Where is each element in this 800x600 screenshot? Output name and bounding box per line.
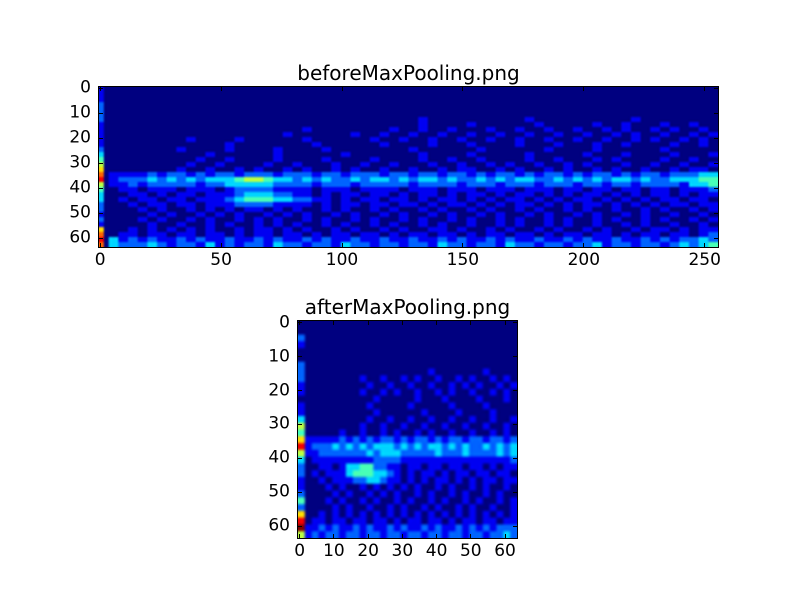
x-tick-label: 40 bbox=[425, 541, 448, 561]
y-tick-label: 20 bbox=[69, 127, 91, 148]
before-plot: beforeMaxPooling.png 0 50 100 150 200 250 0 10 2… bbox=[69, 62, 721, 269]
y-tick-label: 10 bbox=[69, 102, 91, 123]
y-tick-mark bbox=[513, 491, 517, 493]
y-tick-label: 60 bbox=[268, 515, 290, 536]
y-tick-mark bbox=[99, 137, 103, 139]
y-tick-mark bbox=[99, 212, 103, 214]
x-tick-mark bbox=[462, 87, 464, 91]
x-tick-mark bbox=[462, 243, 464, 247]
y-tick-mark bbox=[298, 390, 302, 391]
y-tick-mark bbox=[298, 356, 302, 358]
y-tick-label: 50 bbox=[69, 202, 91, 223]
x-tick-mark bbox=[367, 321, 369, 325]
x-tick-label: 200 bbox=[567, 250, 601, 270]
after-plot-title: afterMaxPooling.png bbox=[304, 295, 511, 319]
y-tick-mark bbox=[99, 237, 103, 239]
y-tick-mark bbox=[513, 322, 517, 324]
y-tick-mark bbox=[513, 525, 517, 527]
y-tick-mark bbox=[298, 491, 302, 493]
y-tick-mark bbox=[298, 525, 302, 527]
x-tick-mark bbox=[299, 534, 301, 538]
y-tick-label: 0 bbox=[80, 77, 91, 98]
x-tick-label: 0 bbox=[294, 541, 306, 561]
x-tick-mark bbox=[341, 87, 343, 91]
y-tick-mark bbox=[714, 187, 718, 189]
y-tick-label: 40 bbox=[268, 447, 290, 468]
x-tick-mark bbox=[367, 534, 369, 538]
x-tick-mark bbox=[333, 321, 335, 325]
x-tick-mark bbox=[341, 243, 343, 247]
heatmap-canvas-0 bbox=[99, 87, 718, 247]
x-tick-label: 150 bbox=[446, 250, 480, 270]
y-tick-mark bbox=[99, 162, 103, 164]
y-tick-label: 40 bbox=[69, 177, 91, 198]
x-tick-label: 20 bbox=[357, 541, 379, 561]
heatmap-canvas-1 bbox=[298, 321, 517, 538]
x-tick-mark bbox=[704, 87, 706, 91]
y-tick-mark bbox=[298, 457, 302, 459]
y-tick-mark bbox=[298, 322, 302, 324]
x-tick-mark bbox=[99, 87, 101, 91]
y-tick-label: 0 bbox=[279, 312, 290, 333]
after-plot: afterMaxPooling.png 0 10 20 30 40 50 60 0 10 20 30… bbox=[268, 296, 518, 560]
y-tick-label: 30 bbox=[268, 413, 290, 434]
x-tick-mark bbox=[583, 243, 585, 247]
y-tick-mark bbox=[513, 423, 517, 425]
x-tick-mark bbox=[401, 321, 403, 325]
x-tick-mark bbox=[583, 87, 585, 91]
x-tick-mark bbox=[99, 243, 101, 247]
y-tick-label: 60 bbox=[69, 227, 91, 248]
x-tick-mark bbox=[401, 534, 403, 538]
y-tick-mark bbox=[714, 212, 718, 214]
y-tick-mark bbox=[99, 112, 103, 114]
y-tick-label: 30 bbox=[69, 152, 91, 173]
y-tick-mark bbox=[513, 457, 517, 459]
x-tick-mark bbox=[220, 87, 222, 91]
x-tick-label: 100 bbox=[325, 250, 359, 270]
x-tick-label: 50 bbox=[210, 250, 232, 270]
x-tick-mark bbox=[470, 321, 472, 325]
y-tick-mark bbox=[714, 237, 718, 239]
y-tick-mark bbox=[513, 390, 517, 391]
x-tick-mark bbox=[504, 321, 506, 325]
x-tick-mark bbox=[220, 243, 222, 247]
x-tick-label: 250 bbox=[688, 250, 721, 270]
x-tick-mark bbox=[436, 534, 438, 538]
x-tick-label: 50 bbox=[459, 541, 482, 561]
x-tick-label: 0 bbox=[94, 250, 106, 270]
x-tick-mark bbox=[436, 321, 438, 325]
y-tick-mark bbox=[714, 137, 718, 139]
y-tick-label: 50 bbox=[268, 481, 290, 502]
y-tick-mark bbox=[714, 87, 718, 89]
y-tick-label: 10 bbox=[268, 346, 290, 367]
y-tick-mark bbox=[99, 87, 103, 89]
before-plot-title: beforeMaxPooling.png bbox=[297, 61, 520, 85]
x-tick-label: 10 bbox=[323, 541, 345, 561]
y-tick-mark bbox=[298, 423, 302, 425]
x-tick-mark bbox=[470, 534, 472, 538]
x-tick-mark bbox=[504, 534, 506, 538]
y-tick-mark bbox=[714, 162, 718, 164]
y-tick-mark bbox=[513, 356, 517, 358]
x-tick-mark bbox=[333, 534, 335, 538]
x-tick-label: 60 bbox=[494, 541, 516, 561]
x-tick-mark bbox=[704, 243, 706, 247]
y-tick-mark bbox=[714, 112, 718, 114]
x-tick-label: 30 bbox=[391, 541, 414, 561]
y-tick-mark bbox=[99, 187, 103, 189]
y-tick-label: 20 bbox=[268, 380, 290, 400]
